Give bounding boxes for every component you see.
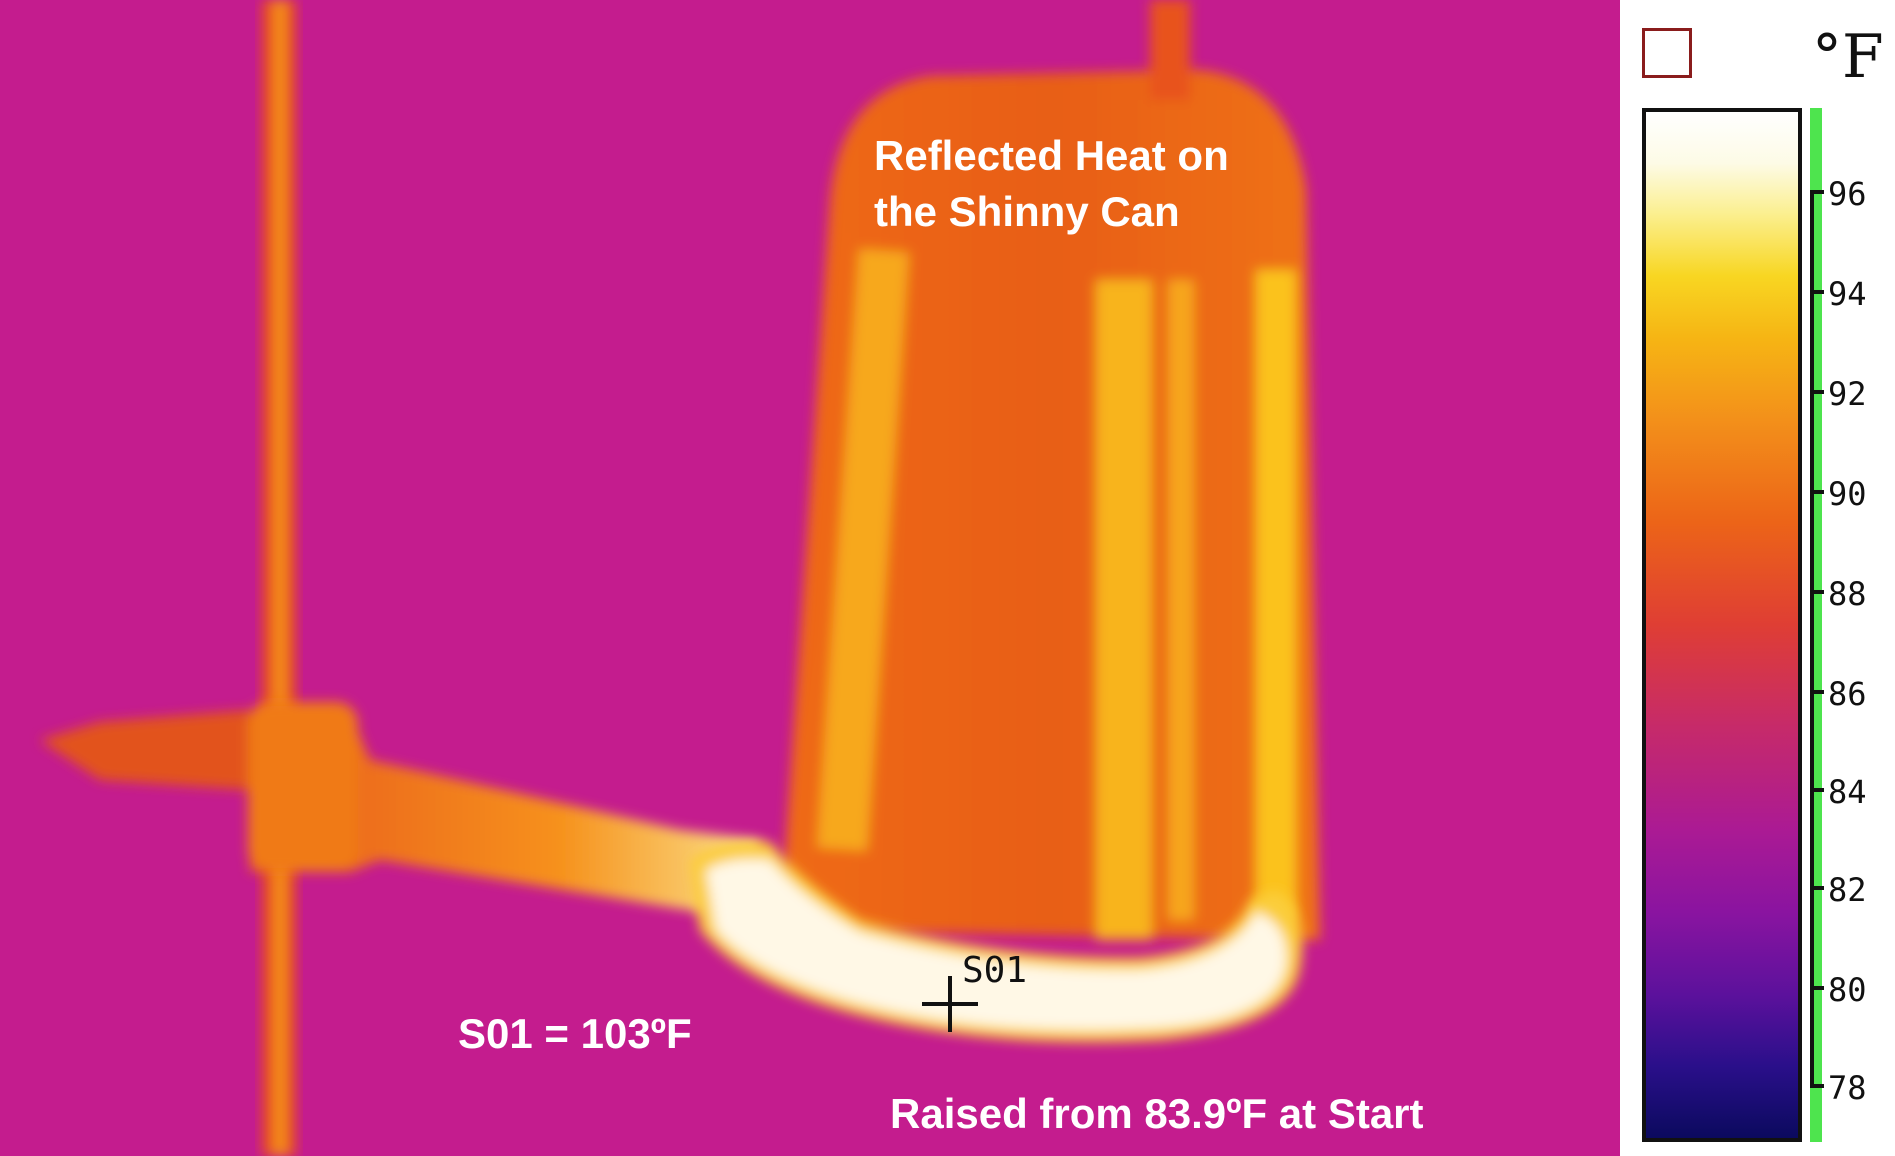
scale-tick (1810, 986, 1824, 990)
scale-tick (1810, 788, 1824, 792)
scale-tick-label: 78 (1828, 1069, 1867, 1107)
scale-tick-label: 86 (1828, 675, 1867, 713)
scale-tick-label: 94 (1828, 275, 1867, 313)
thermal-scene (40, 0, 1320, 1156)
scale-tick (1810, 390, 1824, 394)
scale-tick-label: 96 (1828, 175, 1867, 213)
scale-tick (1810, 290, 1824, 294)
spot-marker-label: S01 (962, 950, 1028, 991)
can-body (780, 0, 1320, 940)
scale-tick (1810, 886, 1824, 890)
scale-tick (1810, 190, 1824, 194)
s01-reading-label: S01 = 103ºF (458, 1010, 692, 1057)
color-scale-bar (1642, 108, 1802, 1142)
scale-axis (1810, 190, 1814, 1086)
scale-tick-label: 88 (1828, 575, 1867, 613)
scale-tick (1810, 590, 1824, 594)
thermal-image: Reflected Heat on the Shinny Can S01 S01… (0, 0, 1620, 1156)
scale-tick (1810, 490, 1824, 494)
clamp-arm (40, 702, 760, 912)
scale-tick (1810, 1084, 1824, 1088)
scale-tick-label: 90 (1828, 475, 1867, 513)
vertical-rod (262, 0, 296, 1156)
scale-tick-label: 82 (1828, 871, 1867, 909)
scale-tick-label: 80 (1828, 971, 1867, 1009)
hot-base (690, 841, 1303, 1042)
unit-box-icon (1642, 28, 1692, 78)
spot-crosshair (922, 976, 978, 1032)
unit-label: °F (1812, 22, 1884, 92)
reflected-heat-label: Reflected Heat on the Shinny Can (874, 132, 1229, 235)
raised-from-label: Raised from 83.9ºF at Start (890, 1090, 1424, 1137)
scale-tick (1810, 690, 1824, 694)
temperature-scale-panel: °F 96 94 92 90 88 86 84 82 80 78 (1620, 0, 1895, 1156)
scale-tick-label: 84 (1828, 773, 1867, 811)
scale-tick-label: 92 (1828, 375, 1867, 413)
